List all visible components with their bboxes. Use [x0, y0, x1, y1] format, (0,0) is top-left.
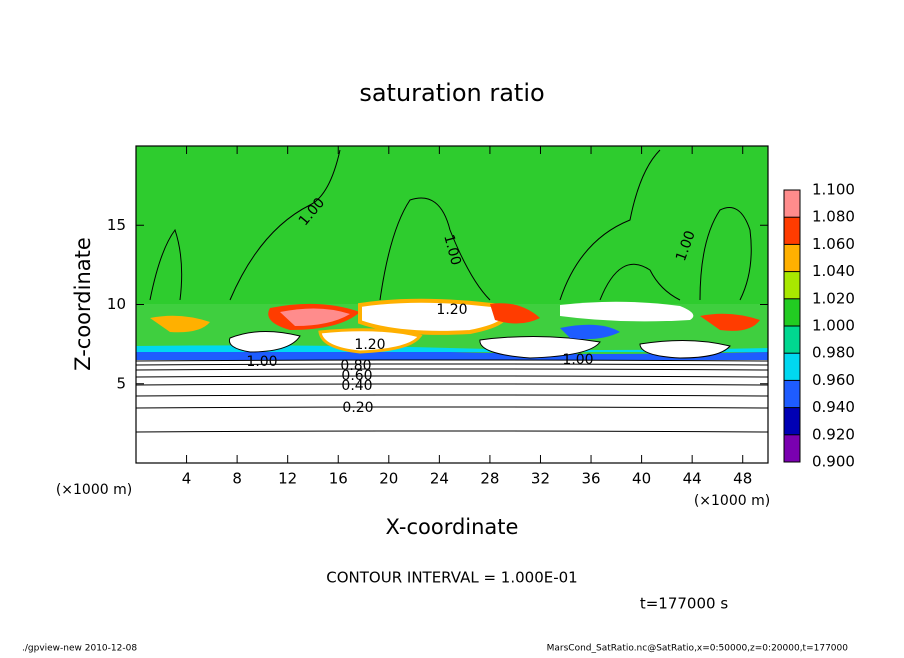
footer-left: ./gpview-new 2010-12-08	[22, 644, 137, 654]
contour-label: 1.00	[246, 354, 277, 370]
colorbar-label: 1.060	[812, 235, 855, 253]
colorbar-label: 1.040	[812, 262, 855, 280]
x-tick-label: 4	[182, 470, 192, 488]
contour-lines	[136, 149, 768, 433]
colorbar-band	[784, 353, 800, 381]
colorbar-band	[784, 407, 800, 435]
x-tick-label: 36	[581, 470, 600, 488]
contour-label: 1.20	[354, 337, 385, 353]
colorbar-band	[784, 434, 800, 462]
y-tick-label: 10	[107, 295, 126, 313]
colorbar-label: 0.980	[812, 344, 855, 362]
field-blob	[560, 301, 694, 322]
x-tick-label: 48	[733, 470, 752, 488]
x-tick-label: 8	[232, 470, 242, 488]
colorbar-label: 0.940	[812, 398, 855, 416]
colorbar-label: 0.900	[812, 453, 855, 471]
colorbar-label: 0.960	[812, 371, 855, 389]
contour-field	[136, 146, 768, 463]
colorbar-label: 1.100	[812, 181, 855, 199]
field-blob	[280, 308, 350, 326]
contour-label: 1.20	[436, 302, 467, 318]
field-blob	[318, 328, 423, 354]
contour-label: 0.80	[340, 358, 371, 374]
field-blob	[560, 324, 620, 340]
contour-label: 0.60	[341, 368, 372, 384]
time-label: t=177000 s	[640, 595, 728, 613]
x-unit-label: (×1000 m)	[56, 482, 132, 498]
field-upper	[136, 146, 768, 304]
chart-title: saturation ratio	[359, 79, 544, 107]
contour-label: 0.20	[342, 400, 373, 416]
colorbar-band	[784, 244, 800, 272]
contour-label: 1.00	[440, 233, 464, 267]
y-tick-label: 15	[107, 216, 126, 234]
field-blob	[700, 313, 760, 331]
colorbar-band	[784, 271, 800, 299]
colorbar-label: 1.080	[812, 208, 855, 226]
footer-right: MarsCond_SatRatio.nc@SatRatio,x=0:50000,…	[547, 644, 849, 654]
field-blob	[479, 335, 601, 359]
x-tick-label: 32	[531, 470, 550, 488]
colorbar-band	[784, 380, 800, 408]
colorbar-label: 1.000	[812, 317, 855, 335]
colorbar-label: 1.020	[812, 289, 855, 307]
contour-interval: CONTOUR INTERVAL = 1.000E-01	[326, 569, 577, 587]
colorbar-band	[784, 326, 800, 354]
colorbar-label: 0.920	[812, 425, 855, 443]
field-blob	[639, 339, 731, 359]
contour-label: 0.40	[341, 378, 372, 394]
contour-label: 1.00	[562, 352, 593, 368]
x-tick-label: 44	[683, 470, 702, 488]
y-tick-label: 5	[116, 374, 126, 392]
field-blob	[228, 330, 301, 353]
field-blob	[358, 298, 508, 335]
x-tick-label: 28	[480, 470, 499, 488]
x-tick-label: 24	[430, 470, 449, 488]
field-blob	[490, 303, 540, 324]
colorbar-band	[784, 190, 800, 218]
x-tick-label: 12	[278, 470, 297, 488]
y-axis-title: Z-coordinate	[71, 237, 95, 371]
colorbar-band	[784, 217, 800, 245]
x-tick-label: 16	[329, 470, 348, 488]
x-tick-label: 40	[632, 470, 651, 488]
field-blob	[150, 315, 210, 333]
x-tick-label: 20	[379, 470, 398, 488]
field-strip	[136, 345, 768, 352]
field-lower	[136, 360, 768, 463]
x-unit-label: (×1000 m)	[694, 493, 770, 509]
x-axis-title: X-coordinate	[386, 515, 519, 539]
colorbar-band	[784, 298, 800, 326]
